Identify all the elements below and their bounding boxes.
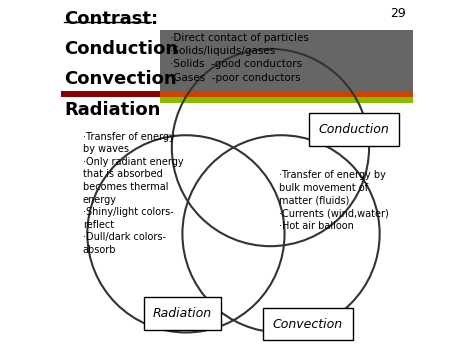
- Text: ·Transfer of energy by
bulk movement of
matter (fluids)
·Currents (wind,water)
·: ·Transfer of energy by bulk movement of …: [279, 170, 388, 231]
- Text: Convection: Convection: [273, 317, 343, 331]
- Text: Conduction: Conduction: [64, 40, 179, 58]
- Text: ·Transfer of energy
by waves
·Only radiant energy
that is absorbed
becomes therm: ·Transfer of energy by waves ·Only radia…: [83, 132, 183, 255]
- Text: Contrast:: Contrast:: [64, 10, 158, 28]
- Text: Radiation: Radiation: [64, 101, 161, 119]
- Text: Convection: Convection: [64, 70, 177, 88]
- Bar: [160, 29, 413, 91]
- Text: Radiation: Radiation: [153, 307, 212, 320]
- Text: Conduction: Conduction: [319, 123, 389, 136]
- FancyBboxPatch shape: [309, 113, 399, 146]
- Bar: [160, 97, 413, 103]
- Bar: [160, 91, 413, 97]
- Bar: [61, 91, 160, 97]
- FancyBboxPatch shape: [263, 308, 353, 340]
- Text: ·Direct contact of particles
·Solids/liquids/gases
·Solids  -good conductors
·Ga: ·Direct contact of particles ·Solids/liq…: [170, 33, 309, 83]
- FancyBboxPatch shape: [144, 297, 221, 330]
- Text: 29: 29: [390, 7, 406, 20]
